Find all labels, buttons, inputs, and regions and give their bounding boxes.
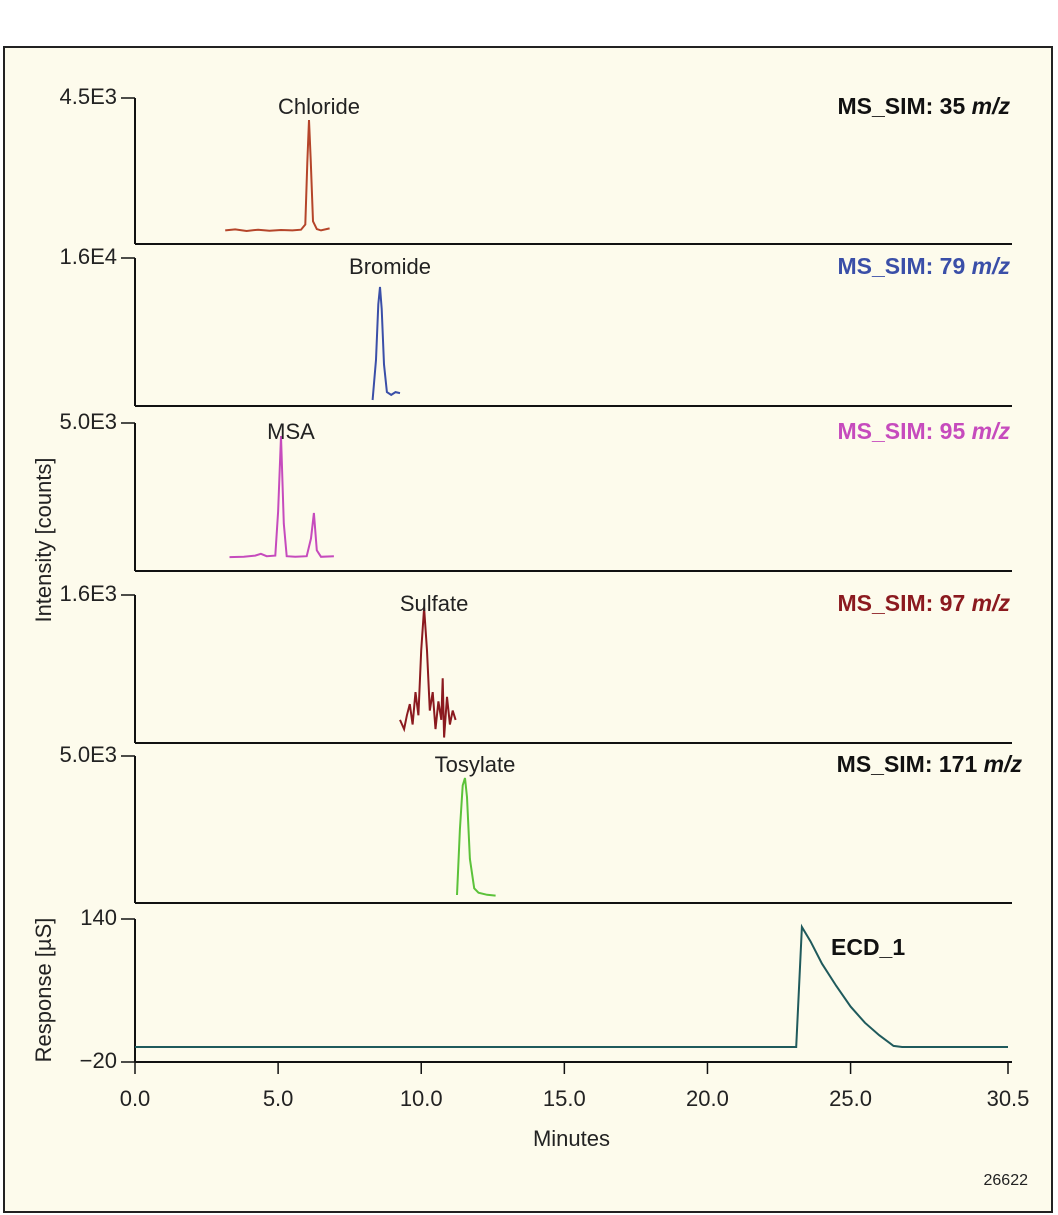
y-tick-label: 4.5E3 <box>60 84 118 109</box>
x-tick-label: 15.0 <box>543 1086 586 1111</box>
trace-label: MS_SIM: 95 m/z <box>837 418 1010 444</box>
trace-label: MS_SIM: 97 m/z <box>837 590 1010 616</box>
y-axis-label: Intensity [counts] <box>31 457 56 622</box>
trace-label: MS_SIM: 79 m/z <box>837 253 1010 279</box>
trace <box>399 607 457 738</box>
y-tick-label: 140 <box>80 905 117 930</box>
trace <box>371 286 401 401</box>
peak-label: Tosylate <box>435 752 516 777</box>
trace-label-name: MS_SIM: 97 <box>837 590 965 616</box>
peak-label: MSA <box>267 419 315 444</box>
trace-label-unit: m/z <box>972 253 1011 279</box>
y-tick-label: 1.6E4 <box>60 244 118 269</box>
trace-label: MS_SIM: 171 m/z <box>837 751 1023 777</box>
x-axis-label: Minutes <box>533 1126 610 1151</box>
trace-label-name: MS_SIM: 171 <box>837 751 978 777</box>
trace-label-unit: m/z <box>972 418 1011 444</box>
trace-label-name: ECD_1 <box>831 934 905 960</box>
trace-label-unit: m/z <box>972 590 1011 616</box>
y-tick-label: 5.0E3 <box>60 409 118 434</box>
x-tick-label: 0.0 <box>120 1086 151 1111</box>
trace <box>225 119 330 233</box>
x-tick-label: 5.0 <box>263 1086 294 1111</box>
x-tick-label: 20.0 <box>686 1086 729 1111</box>
trace-label-unit: m/z <box>972 93 1011 119</box>
trace-label-unit: m/z <box>984 751 1023 777</box>
trace <box>229 435 334 559</box>
peak-label: Chloride <box>278 94 360 119</box>
trace-label-name: MS_SIM: 35 <box>837 93 965 119</box>
x-tick-label: 25.0 <box>829 1086 872 1111</box>
trace <box>135 923 1008 1048</box>
y-tick-label: −20 <box>80 1048 117 1073</box>
y-tick-label: 5.0E3 <box>60 742 118 767</box>
trace-label-name: MS_SIM: 79 <box>837 253 965 279</box>
y-tick-label: 1.6E3 <box>60 581 118 606</box>
peak-label: Bromide <box>349 254 431 279</box>
x-tick-label: 10.0 <box>400 1086 443 1111</box>
x-tick-label: 30.5 <box>987 1086 1030 1111</box>
figure-id: 26622 <box>984 1172 1029 1189</box>
trace-label: MS_SIM: 35 m/z <box>837 93 1010 119</box>
trace <box>456 777 496 897</box>
y-axis-label: Response [µS] <box>31 918 56 1063</box>
trace-label: ECD_1 <box>831 934 905 960</box>
trace-label-name: MS_SIM: 95 <box>837 418 965 444</box>
frame <box>3 46 1053 1213</box>
peak-label: Sulfate <box>400 591 469 616</box>
